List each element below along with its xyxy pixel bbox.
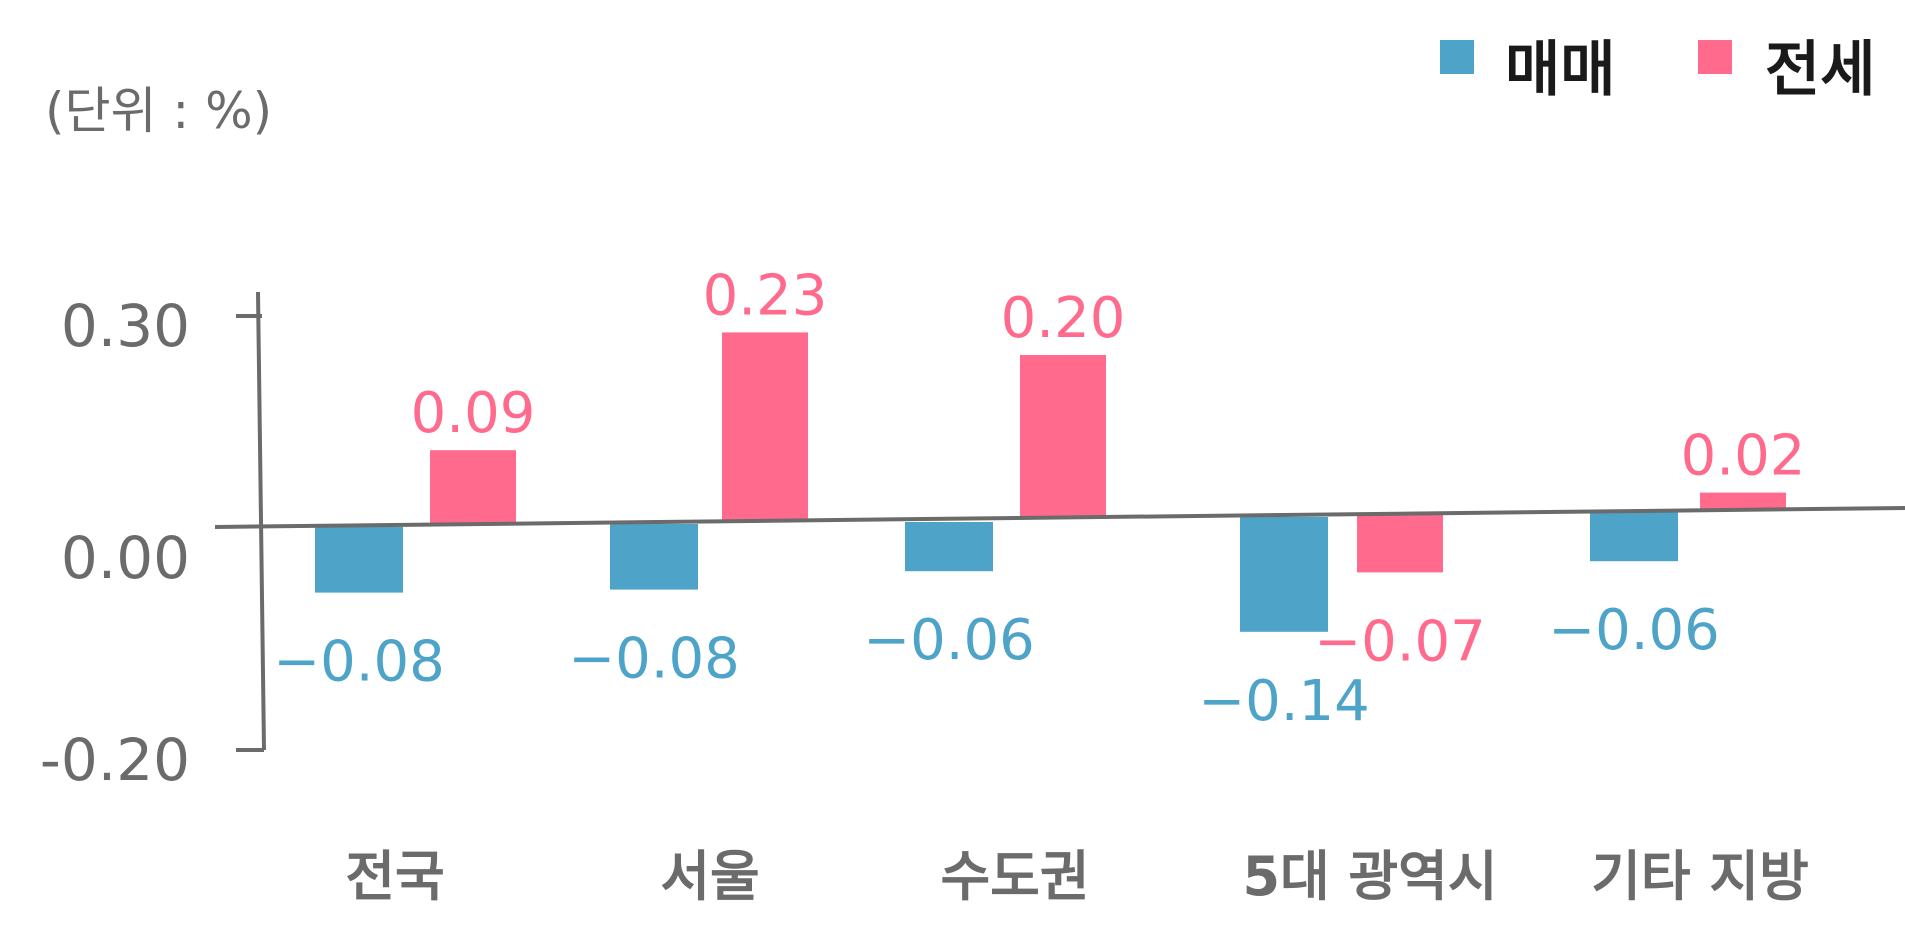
legend-label-sale: 매매 (1505, 35, 1615, 105)
category-label-national: 전국 (345, 845, 444, 908)
zero-baseline (214, 506, 1905, 529)
data-label-sale-3: −0.14 (1198, 669, 1370, 734)
bar-sale-0 (315, 527, 403, 593)
y-tick-label-top: 0.30 (61, 292, 190, 360)
y-tick-label-bottom: -0.20 (40, 726, 190, 794)
bar-jeonse-3 (1357, 515, 1443, 573)
legend-swatch-jeonse (1698, 40, 1732, 74)
bar-jeonse-0 (430, 450, 516, 524)
data-label-sale-1: −0.08 (568, 627, 740, 692)
bar-jeonse-1 (722, 332, 808, 521)
legend: 매매 전세 (1440, 35, 1875, 105)
y-tick-label-zero: 0.00 (61, 524, 190, 592)
data-label-jeonse-3: −0.07 (1314, 609, 1486, 674)
category-label-seoul: 서울 (660, 845, 759, 908)
category-label-capital-area: 수도권 (940, 845, 1089, 908)
bar-sale-3 (1240, 517, 1328, 632)
bar-sale-4 (1590, 512, 1678, 562)
data-label-jeonse-4: 0.02 (1681, 424, 1806, 489)
bar-sale-1 (610, 524, 698, 590)
data-label-sale-4: −0.06 (1548, 598, 1720, 663)
y-axis-line (256, 291, 266, 751)
data-label-jeonse-2: 0.20 (1001, 286, 1126, 351)
legend-swatch-sale (1440, 40, 1474, 74)
bar-jeonse-2 (1020, 355, 1106, 519)
data-label-sale-0: −0.08 (273, 630, 445, 695)
data-label-sale-2: −0.06 (863, 608, 1035, 673)
category-label-other-regions: 기타 지방 (1591, 845, 1809, 908)
bar-jeonse-4 (1700, 492, 1786, 509)
legend-label-jeonse: 전세 (1765, 35, 1875, 105)
bar-sale-2 (905, 522, 993, 572)
data-label-jeonse-1: 0.23 (703, 263, 828, 328)
category-label-metro-cities: 5대 광역시 (1242, 845, 1497, 908)
category-labels: 전국 서울 수도권 5대 광역시 기타 지방 (345, 845, 1808, 908)
data-label-jeonse-0: 0.09 (411, 381, 536, 446)
unit-label: (단위 : %) (45, 82, 272, 140)
bars: −0.08 −0.08 −0.06 −0.14 −0.06 0.09 0.23 0.20 −0.… (273, 263, 1805, 733)
y-axis: 0.30 0.00 -0.20 (40, 291, 266, 794)
